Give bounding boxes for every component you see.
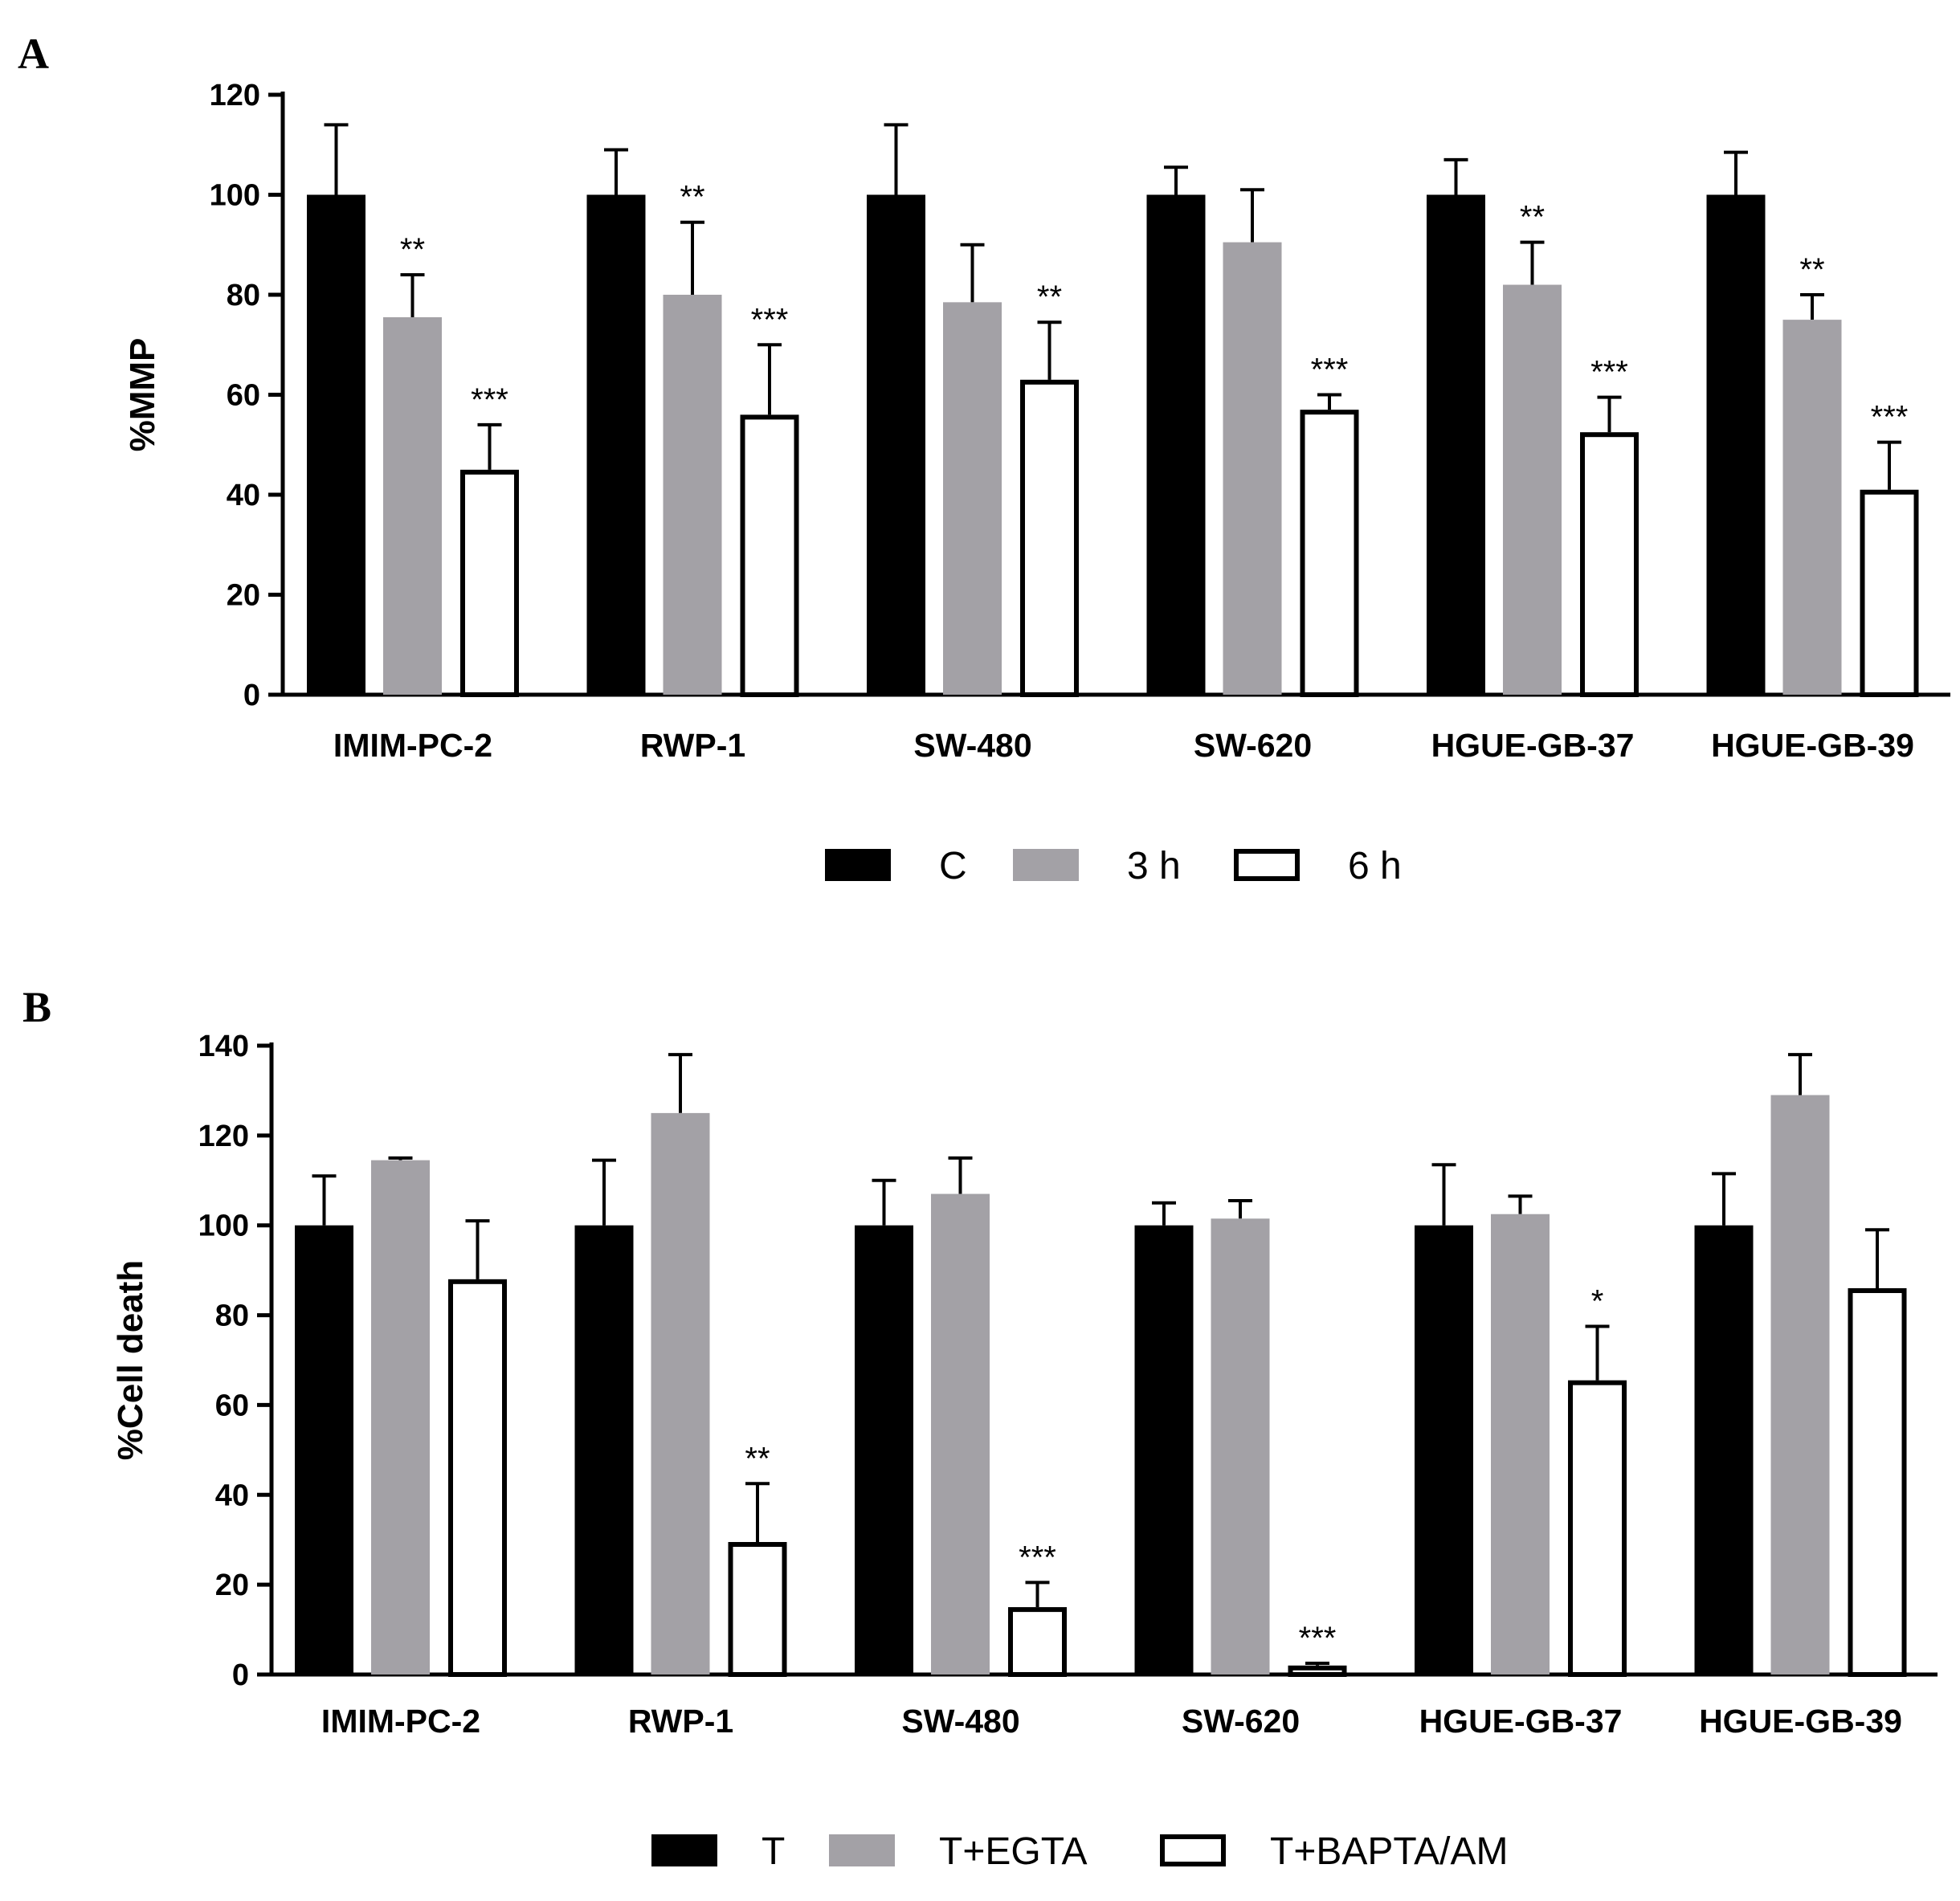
panel-a-bar <box>1223 242 1282 695</box>
panel-b-y-axis-title: %Cell death <box>111 1260 150 1460</box>
panel-a-bar <box>1427 194 1485 695</box>
panel-a-bar <box>460 469 519 697</box>
panel-b-label: B <box>22 983 51 1031</box>
panel-a-bar <box>307 194 365 695</box>
panel-b-bar <box>1770 1095 1830 1675</box>
panel-b-legend-label: T+EGTA <box>939 1830 1087 1873</box>
panel-b-y-tick-label: 0 <box>232 1658 249 1692</box>
panel-b-category-label: SW-480 <box>901 1703 1019 1740</box>
panel-b-legend-swatch <box>829 1834 895 1866</box>
panel-a-bar <box>586 194 646 695</box>
panel-b-y-tick-label: 60 <box>215 1389 249 1422</box>
panel-b-bar <box>1211 1218 1270 1675</box>
panel-b-category-label: IMIM-PC-2 <box>321 1703 480 1740</box>
panel-a-y-axis-title: %MMP <box>123 338 162 452</box>
panel-a-bar <box>1706 194 1766 695</box>
panel-a-bar <box>383 317 442 695</box>
panel-a-legend-swatch <box>1013 849 1079 881</box>
panel-a-legend-label: 6 h <box>1348 845 1402 887</box>
panel-a-legend-label: 3 h <box>1127 845 1181 887</box>
panel-a-y-tick-label: 60 <box>227 379 260 413</box>
panel-a-significance-mark: ** <box>1520 200 1545 235</box>
panel-a-significance-mark: ** <box>680 180 704 215</box>
panel-a-y-tick-label: 100 <box>210 179 260 213</box>
panel-b-y-tick-label: 140 <box>198 1030 249 1063</box>
panel-a-category-label: RWP-1 <box>640 727 745 764</box>
panel-b-bar <box>1288 1665 1347 1677</box>
panel-b-category-label: RWP-1 <box>628 1703 733 1740</box>
panel-b-significance-mark: *** <box>1299 1621 1337 1656</box>
panel-a-category-label: SW-480 <box>913 727 1031 764</box>
panel-a-legend-swatch <box>1234 849 1300 881</box>
panel-b-bar <box>1008 1607 1067 1678</box>
panel-b-bar <box>1415 1225 1473 1675</box>
panel-a-category-label: HGUE-GB-37 <box>1431 727 1635 764</box>
panel-b-legend-swatch <box>1160 1834 1226 1866</box>
panel-a-bar <box>663 295 722 695</box>
panel-a-y-tick-label: 120 <box>210 79 260 112</box>
panel-b-bar <box>1848 1288 1907 1677</box>
panel-a-bar <box>1782 320 1842 695</box>
panel-a-bar <box>1503 284 1562 695</box>
panel-a-y-tick-label: 20 <box>227 579 260 613</box>
panel-b-y-tick-label: 80 <box>215 1299 249 1333</box>
panel-a-significance-mark: ** <box>1799 252 1824 288</box>
panel-a-bar <box>943 302 1002 695</box>
panel-b-category-label: HGUE-GB-37 <box>1419 1703 1623 1740</box>
panel-a-legend-swatch <box>825 849 891 881</box>
panel-b-significance-mark: ** <box>745 1441 770 1476</box>
panel-a-y-tick-label: 80 <box>227 279 260 312</box>
panel-a-bar <box>740 414 799 698</box>
panel-a-significance-mark: ** <box>400 232 425 267</box>
panel-b-significance-mark: *** <box>1019 1540 1056 1575</box>
panel-a-significance-mark: ** <box>1037 279 1062 315</box>
panel-a-label: A <box>18 30 49 78</box>
panel-b-bar <box>651 1112 710 1675</box>
panel-b-y-tick-label: 100 <box>198 1210 249 1243</box>
panel-b-bar <box>295 1225 353 1675</box>
panel-a-bar <box>1860 489 1919 698</box>
panel-b-bar <box>1694 1225 1754 1675</box>
panel-a-bar <box>1146 194 1206 695</box>
panel-a-bar <box>1020 379 1079 697</box>
panel-b-bar <box>574 1225 634 1675</box>
panel-b-y-tick-label: 20 <box>215 1569 249 1602</box>
panel-a-significance-mark: *** <box>751 302 789 337</box>
panel-b-bar <box>371 1160 430 1675</box>
panel-a-bar <box>1580 432 1639 697</box>
panel-b-bar <box>855 1225 913 1675</box>
panel-b-bar <box>728 1542 787 1678</box>
panel-b-legend-label: T+BAPTA/AM <box>1270 1830 1509 1873</box>
panel-a-bar <box>1300 410 1359 697</box>
panel-b-y-tick-label: 40 <box>215 1479 249 1512</box>
panel-a-significance-mark: *** <box>1311 353 1349 388</box>
panel-a-y-tick-label: 40 <box>227 479 260 512</box>
panel-b-legend-label: T <box>762 1830 785 1873</box>
panel-b-category-label: SW-620 <box>1182 1703 1300 1740</box>
panel-a-category-label: SW-620 <box>1194 727 1312 764</box>
panel-b-bar <box>931 1193 990 1675</box>
panel-b-bar <box>1491 1214 1550 1675</box>
panel-a-y-tick-label: 0 <box>243 679 260 712</box>
panel-b-bar <box>1568 1380 1627 1677</box>
panel-b-legend-swatch <box>651 1834 717 1866</box>
panel-a-bar <box>867 194 925 695</box>
panel-a-category-label: IMIM-PC-2 <box>333 727 492 764</box>
panel-a-category-label: HGUE-GB-39 <box>1711 727 1914 764</box>
panel-a-significance-mark: *** <box>471 382 508 418</box>
panel-b-y-tick-label: 120 <box>198 1120 249 1153</box>
panel-b-bar <box>448 1279 507 1678</box>
panel-a-legend-label: C <box>939 845 967 887</box>
panel-a-significance-mark: *** <box>1590 355 1628 390</box>
panel-b-category-label: HGUE-GB-39 <box>1699 1703 1902 1740</box>
panel-b-bar <box>1134 1225 1194 1675</box>
panel-b-significance-mark: * <box>1591 1284 1604 1320</box>
panel-a-significance-mark: *** <box>1871 400 1909 435</box>
